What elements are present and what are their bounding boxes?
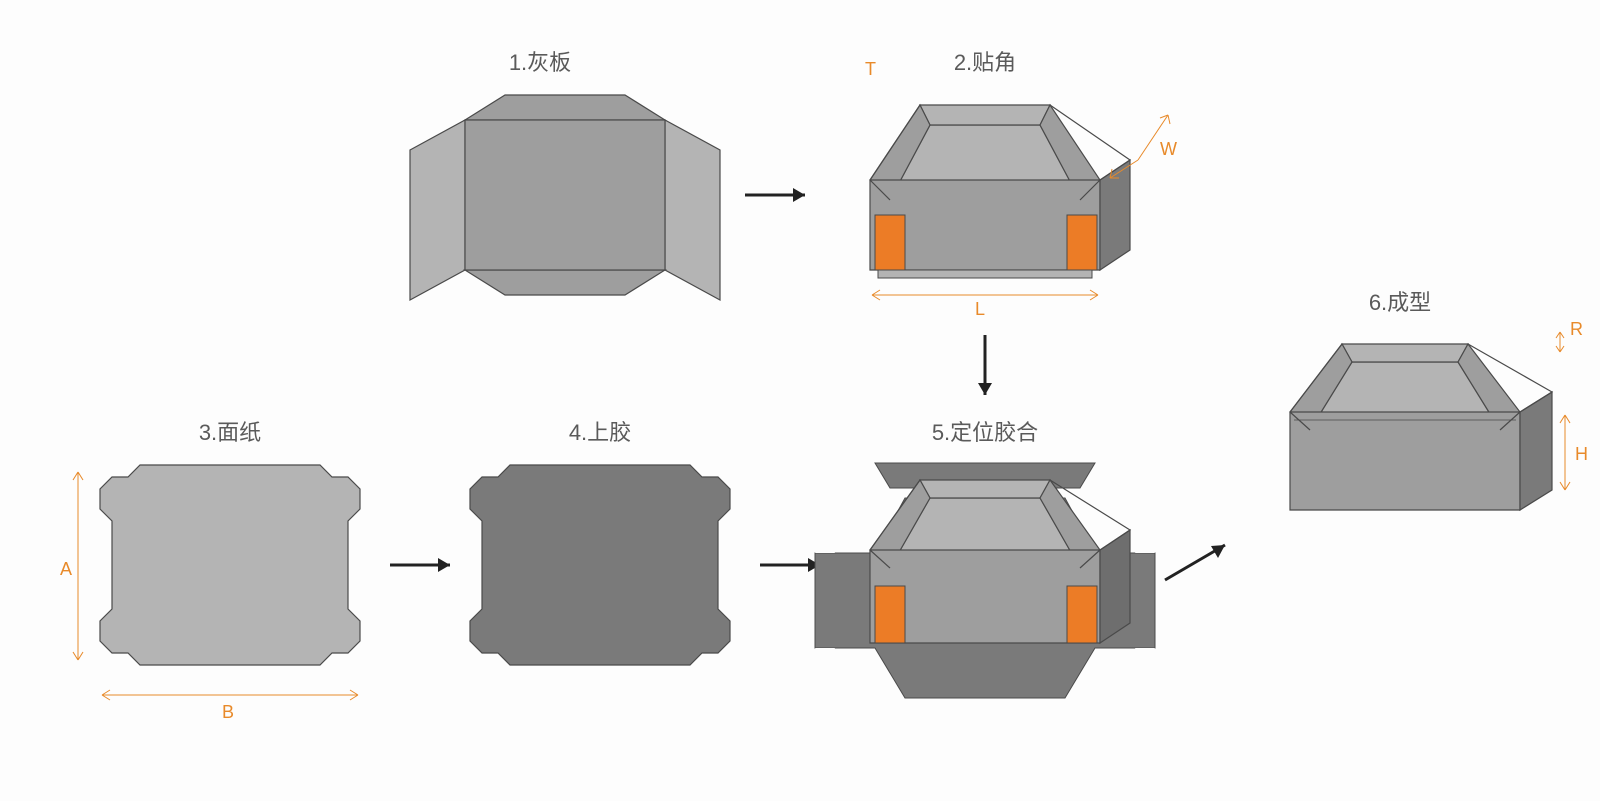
dim-H-line [1560, 415, 1570, 490]
dim-H: H [1575, 444, 1588, 464]
step-4: 4.上胶 [470, 420, 730, 665]
step-1: 1.灰板 [410, 50, 720, 300]
step-6-box [1290, 344, 1552, 510]
step-3-title: 3.面纸 [199, 420, 261, 445]
step-2-box [840, 105, 1130, 278]
dim-R: R [1570, 319, 1583, 339]
dim-T: T [865, 59, 876, 79]
step-6-title: 6.成型 [1369, 290, 1431, 315]
dim-A: A [60, 559, 72, 579]
step-1-shape [410, 95, 720, 300]
arrow-5-6 [1165, 545, 1225, 580]
step-5-shape [815, 463, 1155, 698]
arrow-3-4 [390, 558, 450, 572]
arrow-4-5 [760, 558, 820, 572]
step-2-title: 2.贴角 [954, 50, 1016, 75]
arrow-2-5 [978, 335, 992, 395]
dim-A-line [73, 472, 83, 660]
dim-W: W [1160, 139, 1177, 159]
step-2: 2.贴角 [840, 50, 1177, 319]
step-4-shape [470, 465, 730, 665]
dim-B: B [222, 702, 234, 722]
step-3-shape [100, 465, 360, 665]
step-5: 5.定位胶合 [815, 420, 1155, 698]
step-5-title: 5.定位胶合 [932, 420, 1038, 445]
dim-B-line [102, 690, 358, 700]
process-diagram: 1.灰板 2.贴角 [0, 0, 1600, 801]
step-6: 6.成型 R H [1290, 290, 1588, 510]
arrow-1-2 [745, 188, 805, 202]
step-4-title: 4.上胶 [569, 420, 631, 445]
step-1-title: 1.灰板 [509, 50, 571, 75]
dim-L: L [975, 299, 985, 319]
dim-R-line [1556, 332, 1564, 352]
step-3: 3.面纸 A B [60, 420, 360, 722]
